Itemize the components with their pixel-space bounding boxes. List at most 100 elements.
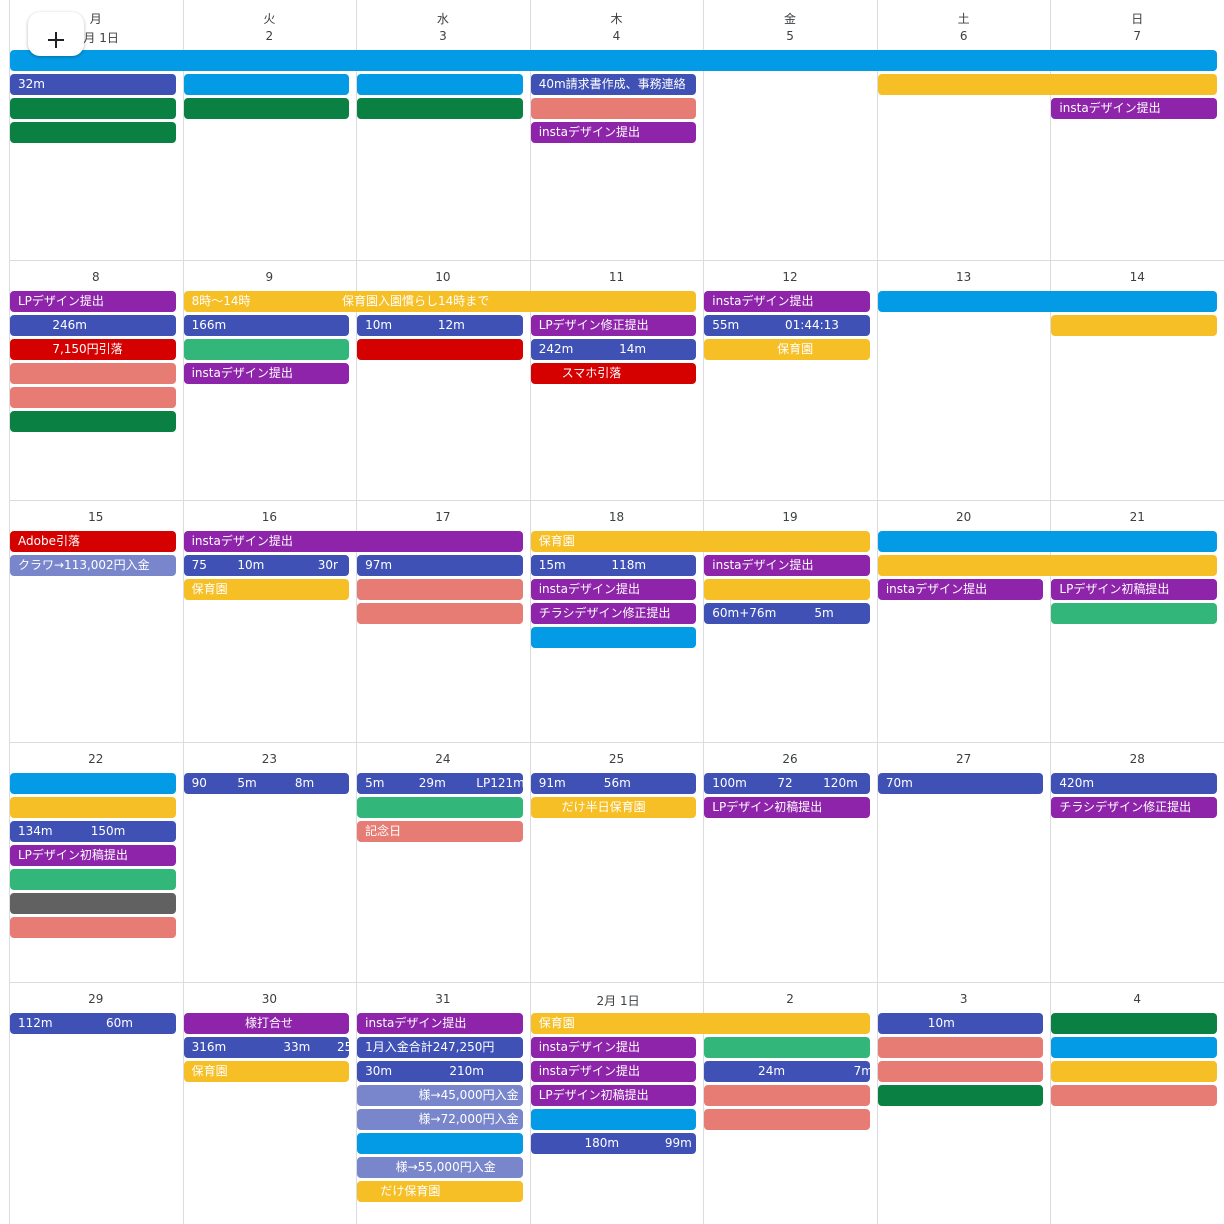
- event[interactable]: 112m 60m: [10, 1013, 176, 1034]
- day-label[interactable]: 7: [1133, 29, 1142, 43]
- event[interactable]: [357, 74, 523, 95]
- event[interactable]: LPデザイン初稿提出: [704, 797, 870, 818]
- day-label[interactable]: 20: [956, 510, 972, 524]
- event[interactable]: [877, 555, 1217, 576]
- event[interactable]: instaデザイン提出: [1051, 98, 1217, 119]
- day-label[interactable]: 4: [1133, 992, 1142, 1006]
- event[interactable]: LPデザイン初稿提出: [10, 845, 176, 866]
- event[interactable]: [10, 387, 176, 408]
- day-label[interactable]: 1月 1日: [75, 31, 119, 45]
- event[interactable]: 様→55,000円入金: [357, 1157, 523, 1178]
- event[interactable]: instaデザイン提出: [704, 291, 870, 312]
- day-label[interactable]: 11: [608, 270, 625, 284]
- day-label[interactable]: 12: [782, 270, 798, 284]
- day-label[interactable]: 6: [959, 29, 968, 43]
- event[interactable]: 保育園: [183, 579, 350, 600]
- event[interactable]: [1051, 1061, 1217, 1082]
- event[interactable]: 180m 99m: [530, 1133, 697, 1154]
- event[interactable]: instaデザイン提出: [704, 555, 870, 576]
- event[interactable]: 保育園: [530, 531, 870, 552]
- event[interactable]: 様打合せ: [183, 1013, 350, 1034]
- event[interactable]: [10, 363, 176, 384]
- event[interactable]: [357, 797, 523, 818]
- event[interactable]: 30m 210m: [357, 1061, 523, 1082]
- day-label[interactable]: 15: [88, 510, 104, 524]
- event[interactable]: instaデザイン提出: [530, 1037, 697, 1058]
- event[interactable]: チラシデザイン修正提出: [530, 603, 697, 624]
- event[interactable]: [183, 74, 350, 95]
- day-label[interactable]: 9: [265, 270, 274, 284]
- event[interactable]: [1051, 603, 1217, 624]
- event[interactable]: 様→72,000円入金: [357, 1109, 523, 1130]
- event[interactable]: [877, 1037, 1044, 1058]
- event[interactable]: Adobe引落: [10, 531, 176, 552]
- event[interactable]: [704, 1037, 870, 1058]
- event[interactable]: チラシデザイン修正提出: [1051, 797, 1217, 818]
- event[interactable]: 100m 72 120m: [704, 773, 870, 794]
- event[interactable]: LPデザイン修正提出: [530, 315, 697, 336]
- day-label[interactable]: 22: [88, 752, 104, 766]
- event[interactable]: [10, 917, 176, 938]
- event[interactable]: 保育園: [704, 339, 870, 360]
- event[interactable]: [1051, 1037, 1217, 1058]
- day-label[interactable]: 28: [1129, 752, 1145, 766]
- day-label[interactable]: 18: [608, 510, 625, 524]
- event[interactable]: [530, 98, 697, 119]
- day-label[interactable]: 26: [782, 752, 798, 766]
- event[interactable]: [10, 98, 176, 119]
- day-label[interactable]: 2月 1日: [596, 994, 640, 1008]
- event[interactable]: [704, 1109, 870, 1130]
- event[interactable]: [1051, 1085, 1217, 1106]
- event[interactable]: [357, 98, 523, 119]
- create-button[interactable]: [28, 12, 84, 56]
- event[interactable]: 75 10m 30r: [183, 555, 350, 576]
- day-label[interactable]: 27: [956, 752, 972, 766]
- event[interactable]: 97m: [357, 555, 523, 576]
- event[interactable]: 242m 14m: [530, 339, 697, 360]
- event[interactable]: 24m 7m14: [704, 1061, 870, 1082]
- event[interactable]: [10, 122, 176, 143]
- event[interactable]: instaデザイン提出: [357, 1013, 523, 1034]
- event[interactable]: だけ保育園: [357, 1181, 523, 1202]
- event[interactable]: [877, 1061, 1044, 1082]
- event[interactable]: 記念日: [357, 821, 523, 842]
- event[interactable]: instaデザイン提出: [877, 579, 1044, 600]
- event[interactable]: [183, 98, 350, 119]
- event[interactable]: 40m請求書作成、事務連絡: [530, 74, 697, 95]
- event[interactable]: [704, 579, 870, 600]
- event[interactable]: 保育園: [530, 1013, 870, 1034]
- event[interactable]: instaデザイン提出: [183, 531, 523, 552]
- event[interactable]: 5m 29m LP121m: [357, 773, 523, 794]
- event[interactable]: [10, 869, 176, 890]
- event[interactable]: instaデザイン提出: [530, 579, 697, 600]
- day-label[interactable]: 29: [88, 992, 104, 1006]
- event[interactable]: LPデザイン提出: [10, 291, 176, 312]
- day-label[interactable]: 13: [956, 270, 972, 284]
- event[interactable]: [10, 773, 176, 794]
- event[interactable]: [357, 603, 523, 624]
- event[interactable]: [877, 74, 1217, 95]
- event[interactable]: LPデザイン初稿提出: [530, 1085, 697, 1106]
- event[interactable]: 55m 01:44:13: [704, 315, 870, 336]
- event[interactable]: 316m 33m 25: [183, 1037, 350, 1058]
- day-label[interactable]: 25: [608, 752, 625, 766]
- event[interactable]: [877, 531, 1217, 552]
- event[interactable]: 420m: [1051, 773, 1217, 794]
- event[interactable]: [704, 1085, 870, 1106]
- day-label[interactable]: 16: [261, 510, 277, 524]
- event[interactable]: クラワ→113,002円入金: [10, 555, 176, 576]
- day-label[interactable]: 14: [1129, 270, 1145, 284]
- event[interactable]: [357, 339, 523, 360]
- event[interactable]: 様→45,000円入金: [357, 1085, 523, 1106]
- day-label[interactable]: 2: [786, 992, 794, 1006]
- event[interactable]: [877, 1085, 1044, 1106]
- day-label[interactable]: 8: [91, 270, 100, 284]
- event[interactable]: 8時〜14時 保育園入園慣らし14時まで: [183, 291, 697, 312]
- event[interactable]: instaデザイン提出: [530, 122, 697, 143]
- day-label[interactable]: 3: [959, 992, 968, 1006]
- day-label[interactable]: 5: [786, 29, 794, 43]
- event[interactable]: [357, 1133, 523, 1154]
- event[interactable]: [1051, 1013, 1217, 1034]
- event[interactable]: 15m 118m: [530, 555, 697, 576]
- event[interactable]: 134m 150m: [10, 821, 176, 842]
